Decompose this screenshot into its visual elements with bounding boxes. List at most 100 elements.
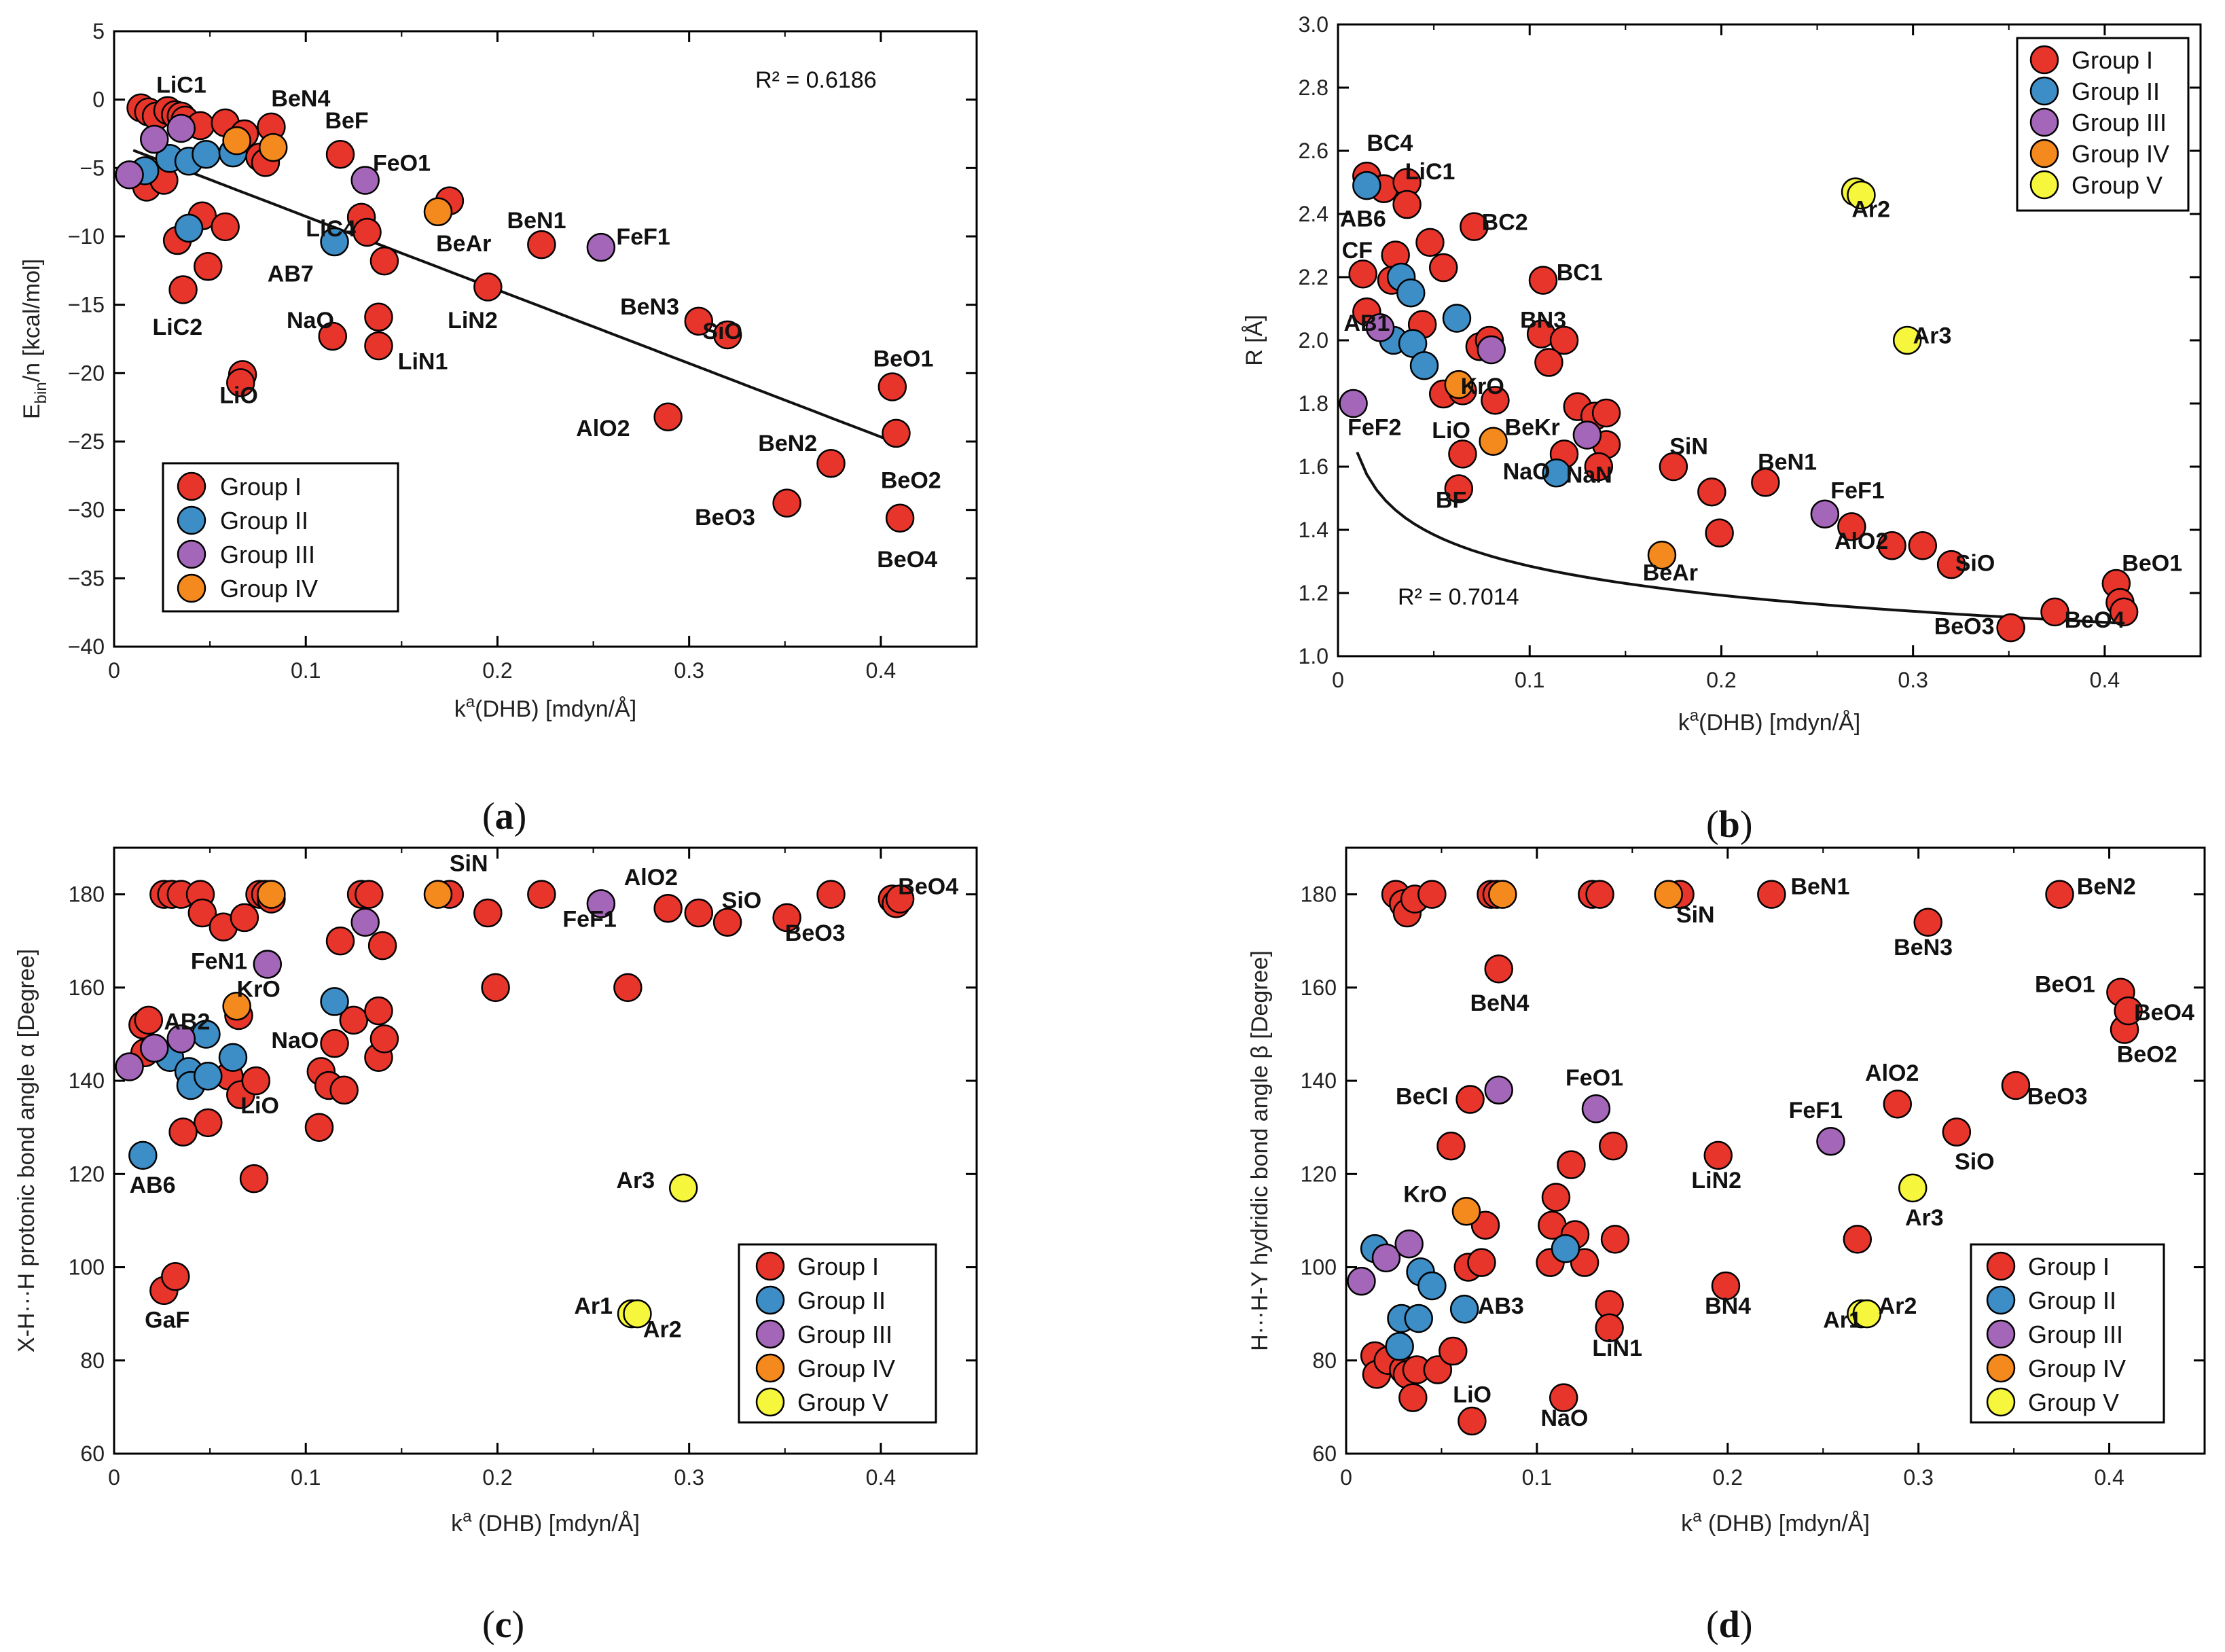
y-tick-label: 2.4: [1299, 202, 1328, 226]
point-label: Ar3: [1913, 323, 1952, 349]
data-point-group-i: [369, 1024, 399, 1054]
x-tick-label: 0.2: [1706, 668, 1736, 692]
data-point-group-iv: [258, 132, 288, 162]
point-label: BeN1: [1790, 874, 1849, 900]
data-point-group-i: [1659, 452, 1688, 482]
point-label: SiO: [702, 319, 742, 344]
legend-marker-group-5: [2029, 170, 2059, 200]
point-label: FeO1: [373, 150, 431, 176]
point-label: BeN1: [1758, 450, 1817, 475]
y-tick-label: −20: [68, 361, 105, 385]
data-point-group-ii: [1404, 1304, 1433, 1333]
point-label: FeF1: [1830, 478, 1884, 504]
data-point-group-ii: [1409, 351, 1439, 380]
point-label: AB2: [164, 1009, 210, 1035]
point-label: BeN4: [1470, 990, 1530, 1016]
x-axis-label: ka (DHB) [mdyn/Å]: [1681, 1507, 1870, 1537]
point-label: Ar3: [616, 1168, 655, 1193]
point-label: BeN3: [620, 294, 679, 320]
data-point-group-i: [187, 898, 217, 928]
point-label: SiN: [450, 850, 488, 876]
y-tick-label: 2.0: [1299, 328, 1328, 353]
data-point-group-i: [325, 139, 355, 169]
y-tick-label: 3.0: [1299, 12, 1328, 37]
data-point-group-i: [2001, 1071, 2031, 1100]
data-point-group-iv: [423, 197, 453, 227]
y-tick-label: 100: [69, 1255, 105, 1280]
point-label: AlO2: [1834, 528, 1888, 554]
point-label: FeF1: [616, 224, 670, 250]
point-label: BeO4: [2065, 607, 2125, 633]
legend-marker-group-4: [2029, 139, 2059, 168]
data-point-group-i: [481, 973, 510, 1003]
data-point-group-i: [239, 1164, 269, 1193]
point-label: BeAr: [436, 231, 491, 257]
point-label: BeO4: [898, 874, 958, 900]
point-label: BC1: [1557, 260, 1603, 286]
point-label: BeAr: [1643, 560, 1698, 586]
data-point-group-i: [134, 1005, 164, 1035]
point-label: LiC1: [1405, 159, 1455, 185]
data-point-group-i: [1534, 348, 1563, 377]
data-point-group-i: [653, 402, 683, 432]
data-point-group-iv: [222, 126, 251, 156]
legend-label-group-3: Group III: [2028, 1321, 2123, 1348]
y-tick-label: −15: [68, 293, 105, 317]
data-point-group-i: [1439, 1336, 1468, 1366]
data-point-group-i: [168, 1117, 198, 1147]
data-point-group-i: [364, 302, 393, 332]
point-label: LiN2: [1691, 1168, 1741, 1193]
point-label: SiO: [1955, 550, 1995, 576]
data-point-group-i: [684, 306, 714, 336]
point-label: BC2: [1482, 209, 1528, 235]
point-label: KrO: [1461, 374, 1504, 399]
legend: Group I Group II Group III Group IV Grou…: [1970, 1243, 2165, 1424]
point-label: SiO: [722, 888, 762, 914]
point-label: BeO4: [877, 547, 937, 573]
data-point-group-iii: [350, 908, 380, 937]
data-point-group-i: [2114, 996, 2143, 1026]
data-point-group-iii: [1572, 420, 1602, 450]
point-label: BeO4: [2134, 1000, 2194, 1026]
legend-marker-group-2: [2029, 76, 2059, 106]
point-label: SiN: [1676, 902, 1715, 928]
legend-marker-group-3: [755, 1319, 785, 1349]
data-point-group-i: [1458, 1406, 1487, 1436]
y-tick-label: 140: [69, 1069, 105, 1093]
data-point-group-iii: [140, 1033, 169, 1063]
data-point-group-iv: [257, 880, 286, 909]
data-point-group-i: [1877, 531, 1906, 560]
legend-label-group-3: Group III: [2072, 109, 2167, 137]
point-label: BeO1: [2122, 550, 2182, 576]
data-point-group-i: [772, 903, 801, 933]
panel-caption: (b): [1706, 804, 1752, 846]
point-label: BC4: [1367, 130, 1413, 156]
data-point-group-ii: [192, 139, 221, 169]
data-point-group-i: [1908, 531, 1938, 560]
x-tick-label: 0.4: [2090, 668, 2120, 692]
y-tick-label: 1.2: [1299, 581, 1328, 605]
y-tick-label: −10: [68, 224, 105, 249]
data-point-group-i: [364, 331, 393, 361]
point-label: Ar1: [574, 1293, 613, 1319]
r2-value: R² = 0.7014: [1398, 584, 1519, 610]
point-label: GaF: [145, 1308, 189, 1333]
data-point-group-iii: [1339, 389, 1368, 418]
y-tick-label: −35: [68, 566, 105, 590]
point-label: FeF1: [562, 907, 616, 933]
data-point-group-i: [1460, 212, 1489, 241]
data-point-group-i: [1444, 474, 1474, 503]
data-point-group-i: [527, 880, 556, 909]
data-point-group-iii: [1810, 499, 1840, 528]
data-point-group-i: [1584, 452, 1614, 482]
point-label: Ar3: [1905, 1205, 1944, 1231]
data-point-group-i: [684, 898, 714, 928]
x-tick-label: 0.4: [866, 1465, 896, 1490]
data-point-group-i: [1484, 954, 1513, 984]
legend-label-group-4: Group IV: [2072, 140, 2169, 168]
data-point-group-i: [1913, 908, 1942, 937]
x-axis-label: ka(DHB) [mdyn/Å]: [1678, 706, 1860, 736]
x-tick-label: 0.2: [482, 1465, 512, 1490]
point-label: BeO3: [695, 505, 755, 531]
data-point-group-i: [1936, 550, 1966, 579]
